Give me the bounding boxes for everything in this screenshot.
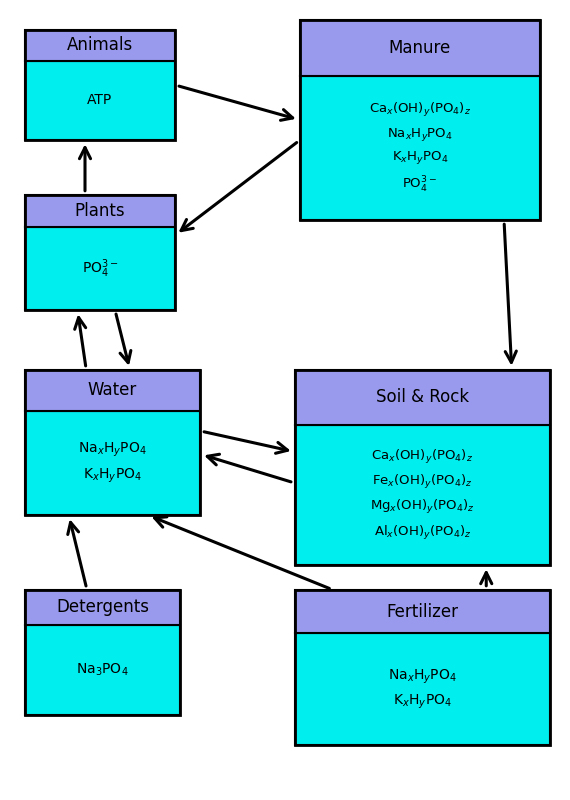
Bar bbox=[25, 370, 200, 410]
Bar bbox=[25, 30, 175, 61]
Text: Ca$_x$(OH)$_y$(PO$_4$)$_z$
Fe$_x$(OH)$_y$(PO$_4$)$_z$
Mg$_x$(OH)$_y$(PO$_4$)$_z$: Ca$_x$(OH)$_y$(PO$_4$)$_z$ Fe$_x$(OH)$_y… bbox=[370, 448, 475, 542]
Bar bbox=[25, 61, 175, 140]
Text: Soil & Rock: Soil & Rock bbox=[376, 388, 469, 406]
Text: Fertilizer: Fertilizer bbox=[386, 602, 458, 621]
Bar bbox=[25, 195, 175, 310]
Bar bbox=[295, 370, 550, 565]
Bar bbox=[25, 590, 180, 625]
Bar bbox=[295, 370, 550, 425]
Bar bbox=[295, 590, 550, 745]
Bar bbox=[25, 30, 175, 140]
Text: Manure: Manure bbox=[389, 39, 451, 57]
Bar bbox=[25, 625, 180, 715]
Bar bbox=[25, 370, 200, 515]
Bar bbox=[300, 20, 540, 76]
Text: Ca$_x$(OH)$_y$(PO$_4$)$_z$
Na$_x$H$_y$PO$_4$
K$_x$H$_y$PO$_4$
PO$_4^{3-}$: Ca$_x$(OH)$_y$(PO$_4$)$_z$ Na$_x$H$_y$PO… bbox=[369, 102, 471, 194]
Text: Detergents: Detergents bbox=[56, 598, 149, 617]
Text: Animals: Animals bbox=[67, 36, 133, 54]
Bar bbox=[25, 410, 200, 515]
Text: Na$_3$PO$_4$: Na$_3$PO$_4$ bbox=[76, 662, 129, 678]
Text: Na$_x$H$_y$PO$_4$
K$_x$H$_y$PO$_4$: Na$_x$H$_y$PO$_4$ K$_x$H$_y$PO$_4$ bbox=[78, 441, 147, 485]
Text: Plants: Plants bbox=[75, 202, 125, 220]
Bar bbox=[25, 590, 180, 715]
Text: PO$_4^{3-}$: PO$_4^{3-}$ bbox=[82, 258, 119, 280]
Bar bbox=[295, 590, 550, 634]
Text: ATP: ATP bbox=[87, 94, 113, 107]
Text: Na$_x$H$_y$PO$_4$
K$_x$H$_y$PO$_4$: Na$_x$H$_y$PO$_4$ K$_x$H$_y$PO$_4$ bbox=[388, 667, 457, 711]
Bar bbox=[25, 195, 175, 227]
Bar bbox=[300, 76, 540, 220]
Bar bbox=[25, 227, 175, 310]
Text: Water: Water bbox=[88, 382, 137, 399]
Bar bbox=[295, 425, 550, 565]
Bar bbox=[295, 634, 550, 745]
Bar bbox=[300, 20, 540, 220]
